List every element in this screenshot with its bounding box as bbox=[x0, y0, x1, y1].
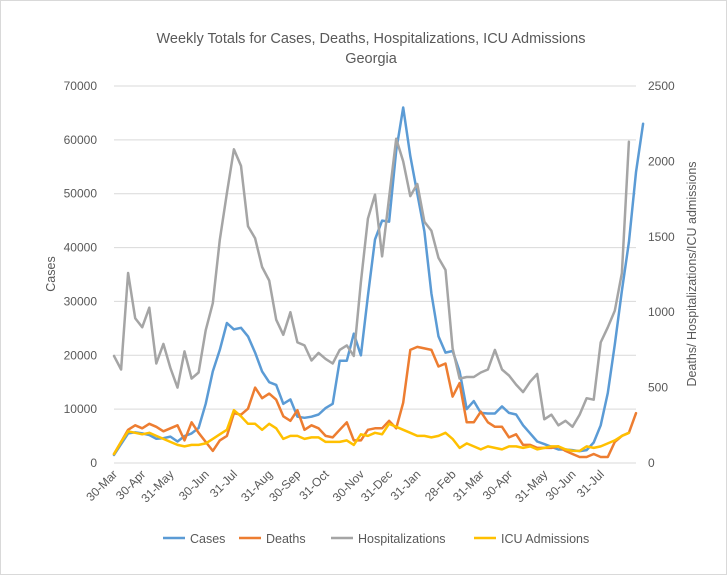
chart-subtitle: Georgia bbox=[345, 51, 398, 67]
y2-tick-label: 0 bbox=[648, 456, 655, 470]
y2-tick-label: 1000 bbox=[648, 305, 675, 319]
legend-label: Hospitalizations bbox=[358, 532, 446, 546]
x-tick-label: 30-Jun bbox=[176, 467, 212, 503]
x-tick-label: 30-Mar bbox=[83, 467, 120, 504]
gridlines bbox=[114, 85, 636, 464]
x-tick-label: 30-Sep bbox=[266, 467, 303, 504]
right-tick-labels: 0 500 1000 1500 2000 2500 bbox=[648, 79, 675, 470]
x-tick-label: 30-Jun bbox=[543, 467, 579, 503]
x-tick-label: 31-Dec bbox=[358, 467, 395, 504]
x-tick-label: 31-Mar bbox=[450, 467, 487, 504]
y2-tick-label: 2500 bbox=[648, 79, 675, 93]
y-tick-label: 20000 bbox=[64, 348, 98, 362]
x-tick-label: 31-May bbox=[512, 467, 550, 505]
y-tick-label: 40000 bbox=[64, 241, 98, 255]
series-line-hospitalizations bbox=[112, 137, 631, 429]
y-tick-label: 50000 bbox=[64, 187, 98, 201]
y2-axis-title: Deaths/ Hospitalizations/ICU admissions bbox=[685, 161, 699, 386]
y-tick-label: 10000 bbox=[64, 402, 98, 416]
series-line-deaths bbox=[112, 345, 638, 459]
series-line-cases bbox=[112, 106, 645, 457]
legend-label: ICU Admissions bbox=[501, 532, 589, 546]
left-tick-labels: 0 10000 20000 30000 40000 50000 60000 70000 bbox=[64, 79, 98, 470]
x-tick-label: 30-Apr bbox=[480, 467, 515, 502]
x-tick-label: 31-Oct bbox=[296, 467, 332, 503]
x-tick-label: 31-Jul bbox=[207, 467, 240, 500]
chart-title: Weekly Totals for Cases, Deaths, Hospita… bbox=[157, 31, 586, 47]
y-tick-label: 30000 bbox=[64, 294, 98, 308]
y-tick-label: 60000 bbox=[64, 133, 98, 147]
series-lines bbox=[112, 106, 645, 459]
series-line-icu-admissions bbox=[112, 408, 631, 456]
legend-label: Deaths bbox=[266, 532, 306, 546]
y2-tick-label: 500 bbox=[648, 381, 668, 395]
y-axis-title: Cases bbox=[44, 256, 58, 291]
y-tick-label: 70000 bbox=[64, 79, 98, 93]
legend: Cases Deaths Hospitalizations ICU Admission… bbox=[163, 532, 589, 546]
y-tick-label: 0 bbox=[90, 456, 97, 470]
y2-tick-label: 2000 bbox=[648, 154, 675, 168]
x-tick-label: 31-Jan bbox=[388, 467, 424, 503]
legend-label: Cases bbox=[190, 532, 225, 546]
y2-tick-label: 1500 bbox=[648, 230, 675, 244]
x-tick-label: 31-Jul bbox=[574, 467, 607, 500]
